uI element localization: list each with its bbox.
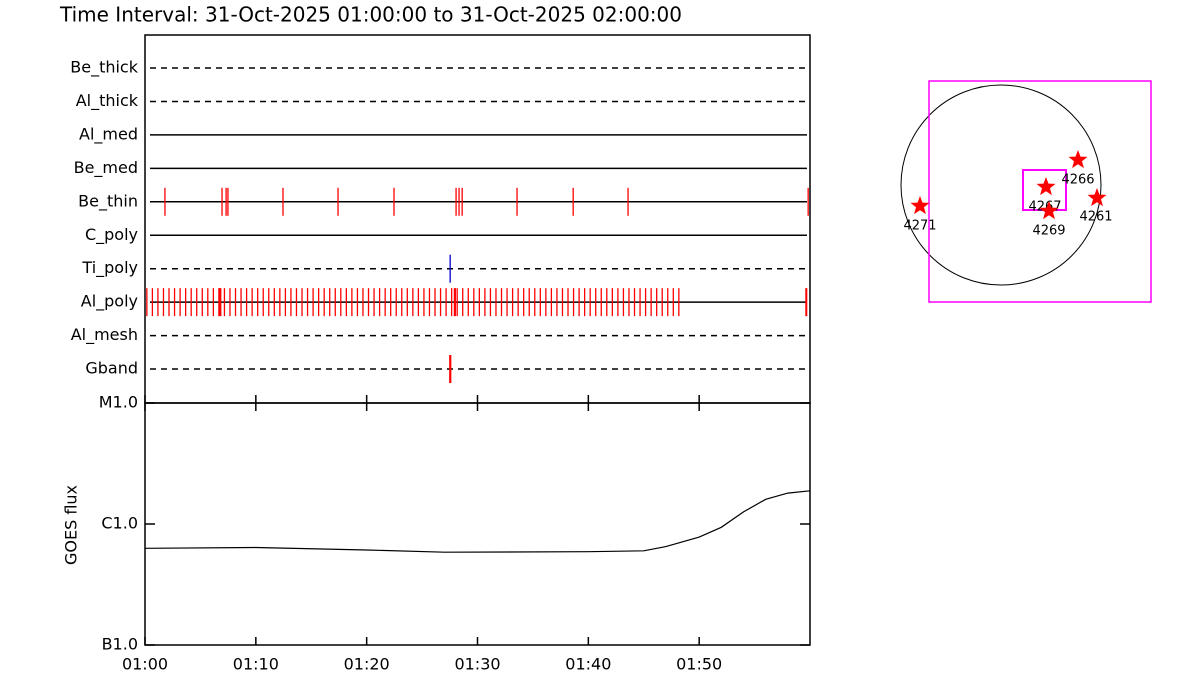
row-label: Be_med — [74, 158, 138, 178]
region-marker — [1036, 177, 1056, 196]
region-label: 4261 — [1079, 210, 1112, 225]
row-label: Gband — [85, 359, 138, 378]
title: Time Interval: 31-Oct-2025 01:00:00 to 3… — [59, 3, 682, 27]
region-marker — [1068, 150, 1088, 169]
region-label: 4271 — [903, 219, 936, 234]
x-tick-label: 01:00 — [122, 655, 168, 674]
row-label: Al_thick — [76, 91, 139, 111]
x-tick-label: 01:50 — [676, 655, 722, 674]
region-marker — [1087, 188, 1107, 207]
region-marker — [910, 196, 930, 215]
row-label: Be_thin — [78, 191, 138, 211]
region-label: 4269 — [1032, 224, 1065, 239]
row-label: Al_mesh — [71, 325, 138, 345]
region-marker — [1039, 201, 1059, 220]
solar-disk — [900, 84, 1102, 286]
row-label: Al_poly — [81, 292, 138, 312]
region-label: 4266 — [1061, 173, 1094, 188]
y-tick-label: B1.0 — [102, 635, 138, 654]
y-tick-label: M1.0 — [99, 393, 138, 412]
row-label: Al_med — [79, 124, 138, 144]
x-tick-label: 01:10 — [233, 655, 279, 674]
y-tick-label: C1.0 — [101, 514, 138, 533]
row-label: Be_thick — [70, 58, 138, 78]
x-tick-label: 01:30 — [454, 655, 500, 674]
y-axis-label: GOES flux — [62, 485, 81, 565]
goes-curve — [144, 490, 811, 553]
row-label: C_poly — [85, 225, 138, 245]
x-tick-label: 01:20 — [344, 655, 390, 674]
row-label: Ti_poly — [81, 258, 138, 278]
fov-box — [928, 80, 1152, 303]
x-tick-label: 01:40 — [565, 655, 611, 674]
